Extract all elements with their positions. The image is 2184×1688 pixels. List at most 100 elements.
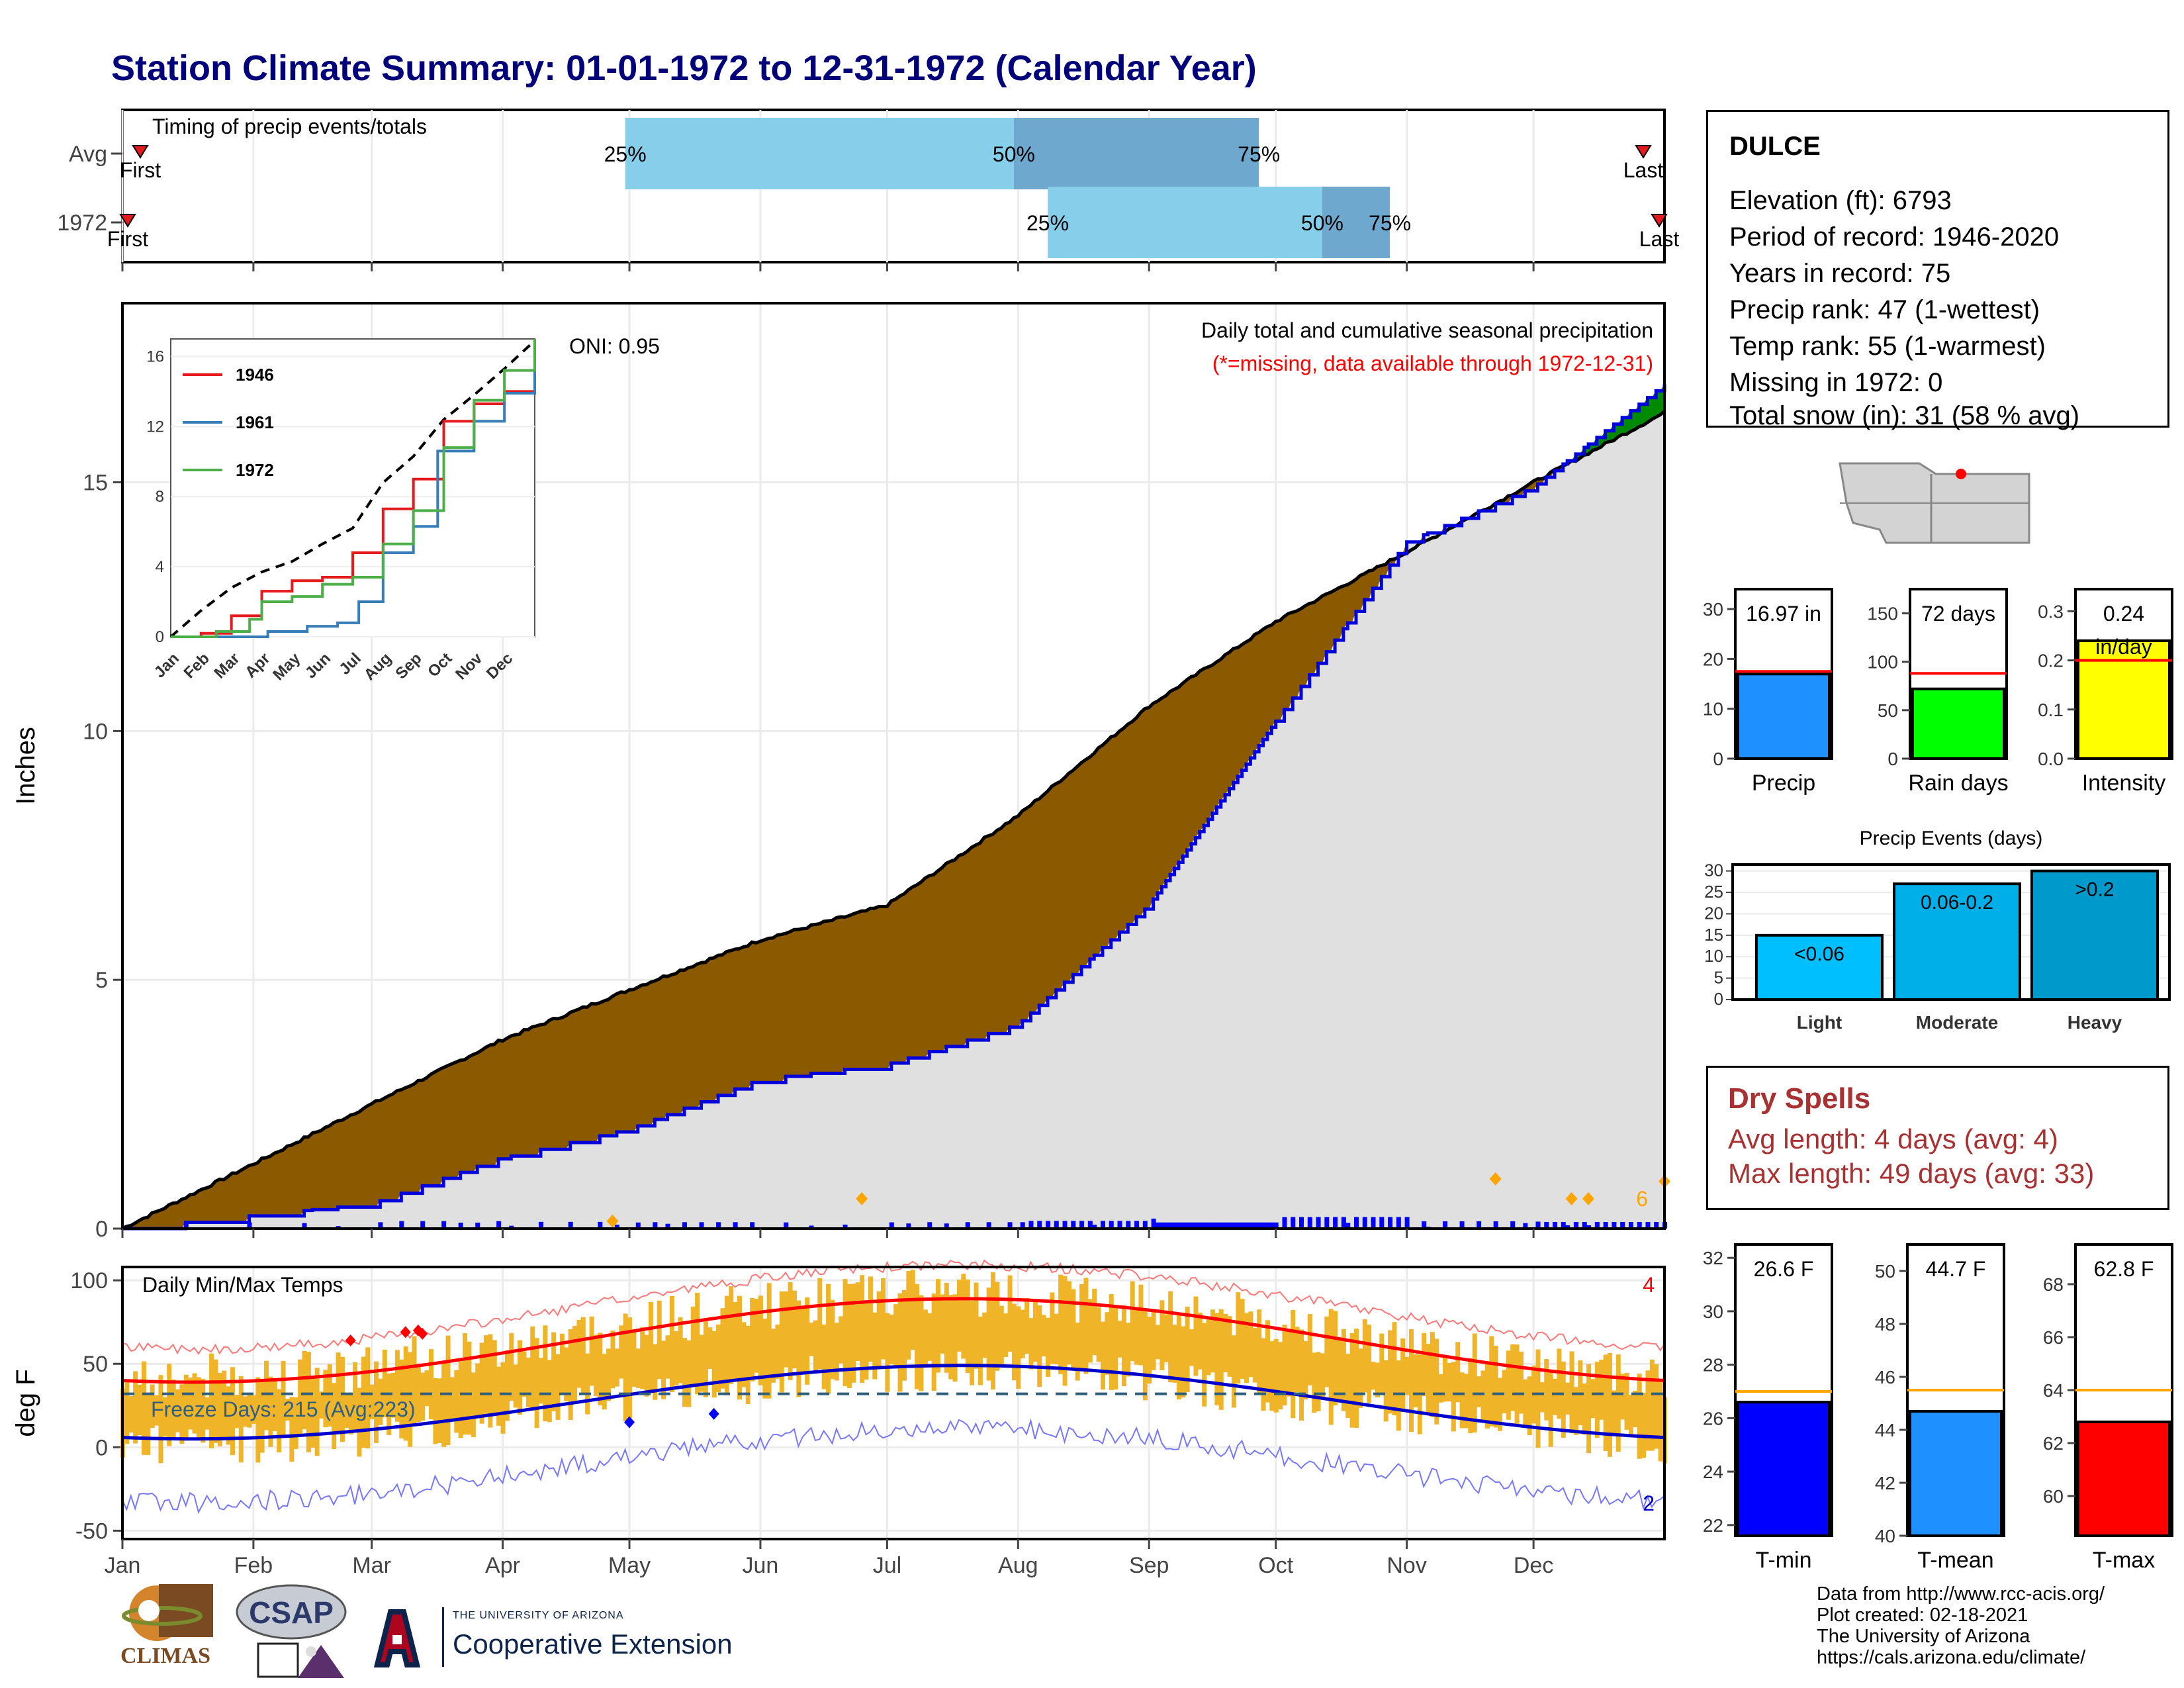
inset-legend-label: 1961 [236,412,274,432]
daily-temp-bar [222,1370,227,1440]
daily-temp-bar [1024,1297,1030,1354]
daily-precip-bar [1037,1221,1042,1229]
events-bar-label: <0.06 [1794,943,1844,965]
daily-temp-bar [1117,1321,1122,1358]
daily-temp-bar [1506,1350,1511,1420]
station-period: Period of record: 1946-2020 [1729,222,2060,252]
events-ytick-label: 20 [1704,903,1723,923]
daily-temp-bar [1400,1338,1406,1413]
rain-days-chart: 0 50 100 150 72 days Rain days [1867,588,2009,796]
summary-value-bar [1909,1410,2003,1537]
daily-temp-bar [1087,1299,1093,1363]
daily-temp-bar [1633,1390,1638,1427]
daily-temp-bar [1265,1320,1270,1403]
daily-temp-bar [357,1387,362,1457]
precip-panel: 0 5 10 15 Inches ONI: 0.95 Daily total and cum… [11,302,1670,1242]
daily-temp-bar [1324,1316,1330,1387]
daily-precip-bar [1388,1217,1393,1229]
daily-temp-bar [940,1294,945,1354]
summary-category-label: T-mean [1917,1548,1993,1573]
daily-temp-bar [179,1384,185,1444]
daily-temp-bar [353,1362,358,1430]
daily-temp-bar [382,1349,387,1418]
daily-precip-bar [1620,1221,1625,1229]
daily-temp-bar [1032,1301,1038,1362]
timing-p50-label: 50% [993,142,1035,166]
daily-temp-bar [348,1392,353,1435]
daily-precip-bar [986,1222,991,1229]
daily-precip-bar [1586,1225,1592,1229]
summary-ytick-label: 40 [1875,1526,1895,1546]
daily-temp-bar [1603,1354,1608,1452]
daily-temp-bar [429,1349,433,1419]
daily-temp-bar [610,1331,615,1389]
daily-temp-bar [467,1341,472,1435]
daily-precip-bar [1100,1221,1105,1229]
daily-precip-bar [183,1222,189,1229]
daily-temp-bar [124,1381,130,1444]
daily-temp-bar [475,1363,480,1419]
daily-temp-bar [678,1317,683,1383]
daily-precip-bar [809,1225,814,1229]
daily-temp-bar [653,1344,658,1400]
daily-temp-bar [1539,1382,1545,1413]
daily-precip-bar [1020,1222,1025,1229]
station-precip-rank: Precip rank: 47 (1-wettest) [1729,295,2040,324]
daily-precip-bar [420,1221,426,1229]
daily-precip-bar [441,1221,447,1229]
events-bar [1893,882,2021,1001]
daily-temp-bar [956,1280,962,1352]
daily-temp-bar [1489,1336,1494,1427]
daily-precip-bar [378,1222,383,1229]
tmean-chart: 40 42 44 46 48 50 44.7 F T-mean [1875,1243,2005,1573]
daily-temp-bar [424,1370,430,1407]
daily-temp-bar [319,1391,324,1419]
daily-temp-bar [851,1284,856,1383]
daily-temp-bar [1565,1382,1570,1415]
summary-ytick-label: 66 [2043,1327,2064,1348]
events-ytick-label: 5 [1714,968,1723,988]
timing-p75-label: 75% [1238,142,1280,166]
daily-temp-bar [821,1324,827,1389]
daily-temp-bar [1493,1345,1498,1428]
summary-value-bar [1911,687,2005,761]
summary-ytick-label: 28 [1703,1355,1723,1376]
daily-temp-bar [750,1297,755,1382]
daily-temp-bar [201,1378,206,1443]
timing-label: Timing of precip events/totals [152,115,427,138]
daily-temp-bar [509,1333,514,1401]
daily-temp-bar [805,1297,810,1385]
daily-temp-bar [551,1332,557,1411]
notable-precip-marker [1582,1192,1595,1205]
daily-precip-bar [1645,1221,1651,1229]
daily-temp-bar [1582,1383,1587,1435]
daily-temp-bar [868,1276,873,1362]
csap-logo: CSAP [232,1579,351,1685]
daily-temp-bar [390,1372,396,1418]
daily-temp-bar [183,1374,189,1441]
month-label: Dec [1514,1553,1553,1578]
daily-temp-bar [547,1360,552,1423]
daily-temp-bar [1100,1321,1105,1390]
daily-precip-bar [1248,1222,1253,1229]
daily-temp-bar [1637,1374,1642,1459]
daily-precip-bar [1210,1222,1215,1229]
daily-temp-bar [762,1318,768,1399]
daily-temp-bar [1459,1372,1465,1429]
daily-temp-bar [855,1282,860,1361]
summary-category-label: Intensity [2082,771,2166,796]
daily-precip-bar [1396,1217,1401,1229]
daily-temp-bar [500,1362,506,1434]
daily-temp-bar [518,1340,523,1415]
precip-panel-title: Daily total and cumulative seasonal prec… [1201,318,1653,342]
first-event-label: First [107,227,148,251]
summary-ytick-label: 0 [1713,749,1723,769]
month-label: Jul [873,1553,901,1578]
daily-temp-bar [834,1323,839,1381]
precip-ytick-label: 15 [83,471,108,496]
daily-precip-bar [1493,1221,1498,1229]
events-bar [2030,869,2159,1001]
summary-value-label-2: in/day [2095,635,2152,659]
daily-temp-bar [344,1393,349,1429]
daily-temp-bar [927,1313,933,1361]
